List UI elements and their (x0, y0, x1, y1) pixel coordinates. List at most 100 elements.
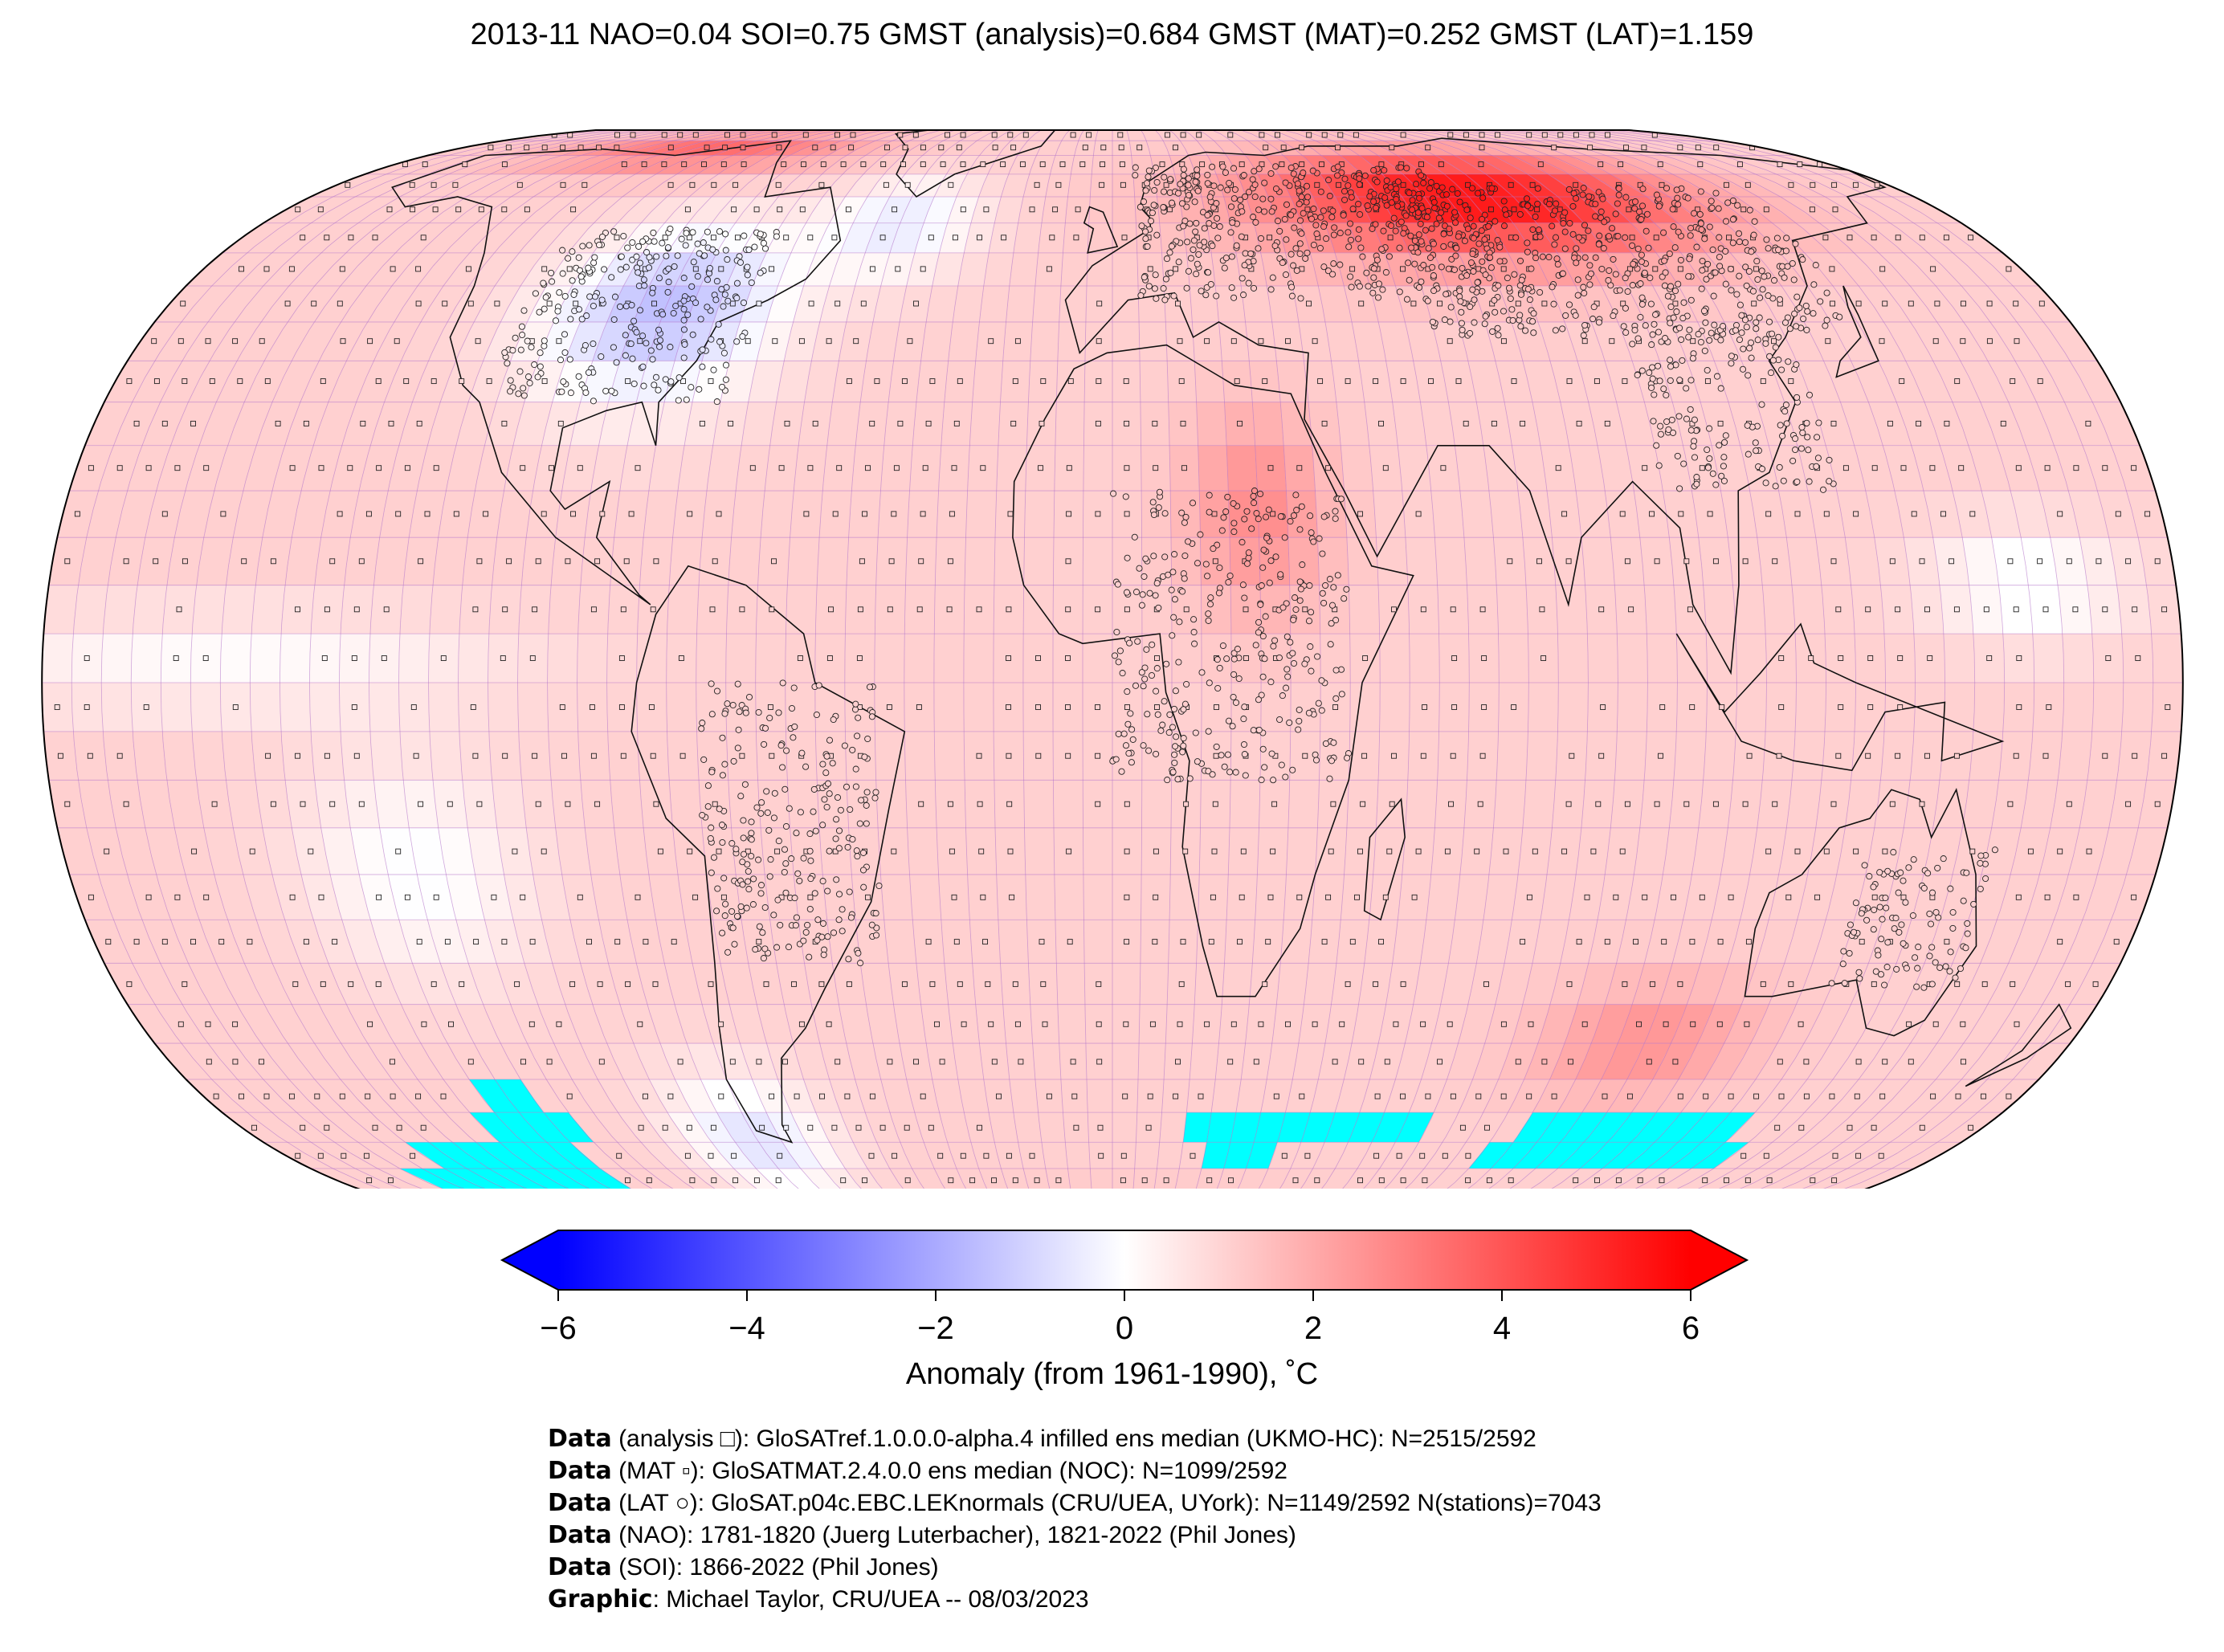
station-marker (1186, 220, 1194, 227)
grid-cell (1523, 361, 1561, 402)
cell-marker (720, 161, 727, 168)
cell-marker (1153, 465, 1159, 471)
cell-marker (506, 558, 512, 565)
cell-marker (1296, 894, 1303, 900)
station-marker (1238, 233, 1245, 240)
cell-marker (303, 939, 309, 945)
cell-marker (709, 606, 716, 613)
grid-cell (1795, 683, 1826, 732)
grid-cell (889, 222, 924, 253)
station-marker (1250, 214, 1257, 221)
cell-marker (1035, 704, 1041, 710)
cell-marker (1629, 235, 1635, 241)
grid-cell (669, 780, 703, 828)
cell-marker (1253, 1059, 1259, 1065)
station-marker (722, 230, 729, 238)
cell-marker (237, 378, 243, 385)
cell-marker (1230, 338, 1237, 345)
grid-cell (517, 683, 549, 732)
cell-marker (1010, 420, 1017, 426)
station-marker (1357, 210, 1364, 218)
cell-marker (1096, 1059, 1103, 1065)
cell-marker (1508, 1177, 1514, 1184)
grid-cell (741, 124, 832, 128)
grid-cell (851, 124, 918, 128)
station-marker (1561, 245, 1569, 252)
station-marker (663, 252, 670, 259)
cell-marker (1659, 1177, 1665, 1184)
cell-marker (317, 1152, 324, 1159)
station-marker (1585, 227, 1592, 235)
station-marker (694, 240, 701, 247)
grid-cell (250, 634, 281, 683)
grid-cell (1673, 173, 1736, 197)
cell-marker (1121, 235, 1128, 241)
grid-cell (2062, 683, 2094, 732)
cell-marker (1865, 753, 1871, 759)
grid-cell (776, 361, 812, 402)
station-marker (1347, 236, 1354, 243)
station-marker (1177, 181, 1184, 188)
cell-marker (1451, 704, 1458, 710)
grid-cell (655, 141, 724, 156)
grid-cell (872, 286, 907, 322)
grid-cell (1140, 361, 1169, 402)
cell-marker (1337, 132, 1344, 138)
cell-marker (190, 420, 196, 426)
cell-marker (2102, 753, 2108, 759)
cell-marker (1742, 558, 1749, 565)
cell-marker (84, 655, 90, 661)
cell-marker (689, 1177, 696, 1184)
station-marker (659, 239, 666, 247)
grid-cell (1373, 491, 1406, 538)
grid-cell (1088, 222, 1112, 253)
grid-cell (994, 197, 1024, 223)
cell-marker (375, 981, 382, 987)
station-marker (1279, 259, 1286, 267)
cell-marker (1830, 558, 1837, 565)
cell-marker (300, 801, 306, 807)
cell-marker (1425, 1093, 1431, 1099)
station-marker (1168, 199, 1176, 206)
cell-marker (661, 161, 667, 168)
station-marker (1132, 172, 1139, 179)
cell-marker (1357, 511, 1363, 517)
cell-marker (1360, 801, 1366, 807)
grid-cell (1538, 321, 1578, 361)
station-marker (1267, 286, 1275, 293)
cell-marker (904, 1177, 911, 1184)
cell-marker (573, 300, 579, 307)
station-marker (1170, 292, 1177, 300)
cell-marker (865, 465, 871, 471)
cell-marker (846, 378, 852, 385)
grid-cell (186, 252, 247, 286)
grid-cell (865, 124, 929, 128)
grid-cell (909, 874, 941, 920)
grid-cell (73, 585, 108, 634)
cell-marker (2007, 801, 2014, 807)
cell-marker (1419, 1152, 1426, 1159)
cell-marker (1728, 894, 1734, 900)
grid-cell (880, 874, 913, 920)
grid-cell (912, 173, 947, 197)
cell-marker (1704, 378, 1711, 385)
grid-cell (370, 222, 429, 253)
cell-marker (710, 1124, 716, 1131)
grid-cell (1242, 124, 1291, 128)
grid-cell (548, 585, 581, 634)
cell-marker (951, 894, 957, 900)
grid-cell (1226, 130, 1265, 141)
cell-marker (784, 420, 790, 426)
cell-marker (2144, 511, 2151, 517)
cell-marker (2102, 606, 2108, 613)
grid-cell (1830, 321, 1879, 361)
station-marker (1251, 181, 1259, 189)
cell-marker (1357, 848, 1363, 855)
cell-marker (182, 378, 188, 385)
station-marker (524, 337, 531, 345)
station-marker (1137, 292, 1145, 299)
station-marker (1201, 225, 1208, 232)
cell-marker (1534, 206, 1540, 213)
cell-marker (2073, 465, 2079, 471)
cell-marker (415, 266, 422, 272)
